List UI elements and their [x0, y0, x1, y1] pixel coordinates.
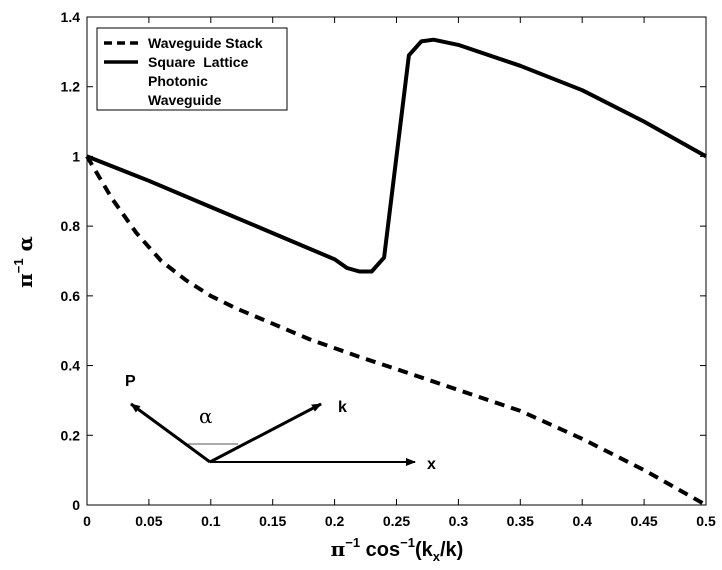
- x-tick-label: 0.1: [201, 513, 221, 529]
- x-tick-label: 0.4: [572, 513, 592, 529]
- x-tick-label: 0.35: [507, 513, 534, 529]
- inset-label-k: k: [338, 399, 347, 416]
- y-tick-label: 1.4: [61, 9, 81, 25]
- x-tick-label: 0.5: [696, 513, 716, 529]
- x-tick-label: 0.05: [135, 513, 162, 529]
- inset-label-p: P: [125, 373, 136, 390]
- x-label-pi: π: [331, 537, 346, 561]
- inset-label-alpha: α: [199, 404, 213, 428]
- x-axis-ticks: 0 0.05 0.1 0.15 0.2 0.25 0.3 0.35 0.4 0.45 0.5: [83, 17, 716, 529]
- y-label-alpha: α: [13, 236, 37, 258]
- y-label-sup: −1: [11, 258, 26, 273]
- y-tick-label: 0.6: [61, 288, 81, 304]
- y-tick-label: 0.4: [61, 358, 81, 374]
- x-label-cos: cos: [360, 539, 400, 561]
- x-label-sup1: −1: [345, 535, 360, 550]
- y-axis-ticks: 0 0.2 0.4 0.6 0.8 1 1.2 1.4: [61, 9, 706, 513]
- x-tick-label: 0.2: [325, 513, 345, 529]
- y-tick-label: 0.8: [61, 218, 81, 234]
- y-tick-label: 0: [72, 497, 80, 513]
- x-tick-label: 0.15: [259, 513, 286, 529]
- y-label-pi: π: [13, 273, 37, 288]
- x-label-close: /k): [440, 539, 463, 561]
- p-vector-arrow: [130, 402, 211, 464]
- x-label-sub: x: [433, 549, 441, 564]
- inset-label-x: x: [427, 456, 436, 473]
- x-tick-label: 0.3: [449, 513, 469, 529]
- x-tick-label: 0.45: [630, 513, 657, 529]
- y-tick-label: 1.2: [61, 79, 81, 95]
- series-line-square-lattice: [86, 37, 707, 274]
- y-tick-label: 1: [72, 148, 80, 164]
- y-axis-label: π−1 α: [11, 236, 37, 288]
- legend-label-waveguide: Waveguide: [148, 92, 222, 108]
- k-vector-arrow: [209, 402, 322, 464]
- legend: Waveguide Stack Square Lattice Photonic …: [96, 27, 288, 111]
- x-label-sup2: −1: [400, 535, 415, 550]
- y-tick-label: 0.2: [61, 427, 81, 443]
- x-tick-label: 0.25: [383, 513, 410, 529]
- x-tick-label: 0: [83, 513, 91, 529]
- series-line-waveguide-stack: [85, 155, 707, 507]
- legend-label-photonic: Photonic: [148, 73, 208, 89]
- series-layer: [85, 37, 707, 507]
- legend-label-waveguide-stack: Waveguide Stack: [148, 35, 263, 51]
- legend-label-square-lattice: Square Lattice: [148, 54, 249, 70]
- inset-diagram: P k x α: [125, 373, 436, 473]
- x-axis-label: π−1 cos−1(kx/k): [331, 535, 464, 564]
- x-label-open: (k: [415, 539, 434, 561]
- legend-box: [96, 27, 288, 111]
